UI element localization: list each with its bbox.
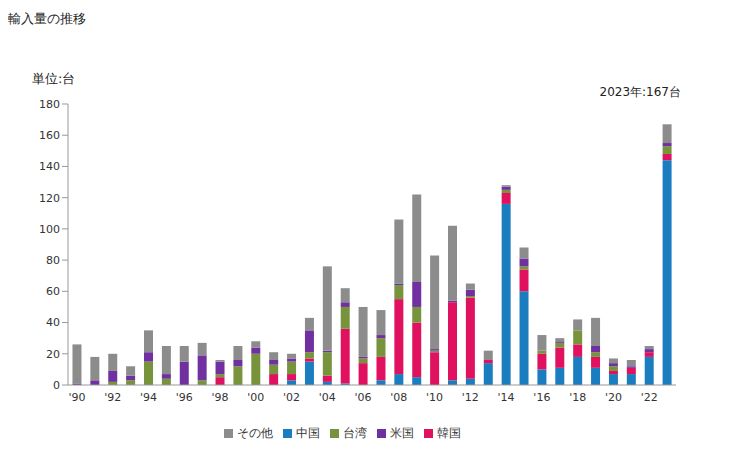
svg-text:'02: '02 <box>283 391 300 404</box>
svg-text:'92: '92 <box>104 391 121 404</box>
svg-text:'20: '20 <box>605 391 622 404</box>
svg-text:'94: '94 <box>140 391 157 404</box>
html-text:単位:台: 単位:台 <box>32 71 76 86</box>
html-text:台湾: 台湾 <box>342 426 367 440</box>
svg-text:0: 0 <box>53 379 60 392</box>
svg-text:20: 20 <box>46 348 60 361</box>
svg-text:100: 100 <box>39 223 60 236</box>
svg-text:'96: '96 <box>176 391 193 404</box>
svg-text:160: 160 <box>39 129 60 142</box>
svg-text:'16: '16 <box>533 391 550 404</box>
svg-text:'10: '10 <box>426 391 443 404</box>
svg-text:'12: '12 <box>462 391 479 404</box>
svg-text:40: 40 <box>46 316 60 329</box>
html-text:米国: 米国 <box>389 426 414 440</box>
svg-text:'98: '98 <box>211 391 228 404</box>
html-text:輸入量の推移: 輸入量の推移 <box>8 11 86 26</box>
svg-text:60: 60 <box>46 285 60 298</box>
svg-text:'04: '04 <box>319 391 336 404</box>
svg-text:'00: '00 <box>247 391 264 404</box>
svg-text:120: 120 <box>39 192 60 205</box>
svg-text:'06: '06 <box>355 391 372 404</box>
html-text:その他: その他 <box>236 426 273 440</box>
html-text:韓国: 韓国 <box>436 426 461 440</box>
svg-text:'08: '08 <box>390 391 407 404</box>
html-text:中国: 中国 <box>295 426 320 440</box>
html-text:2023年:167台: 2023年:167台 <box>599 85 681 99</box>
svg-text:'90: '90 <box>68 391 85 404</box>
svg-text:80: 80 <box>46 254 60 267</box>
svg-text:'14: '14 <box>498 391 515 404</box>
svg-text:180: 180 <box>39 98 60 111</box>
svg-text:'18: '18 <box>569 391 586 404</box>
svg-text:'22: '22 <box>641 391 658 404</box>
svg-text:140: 140 <box>39 160 60 173</box>
